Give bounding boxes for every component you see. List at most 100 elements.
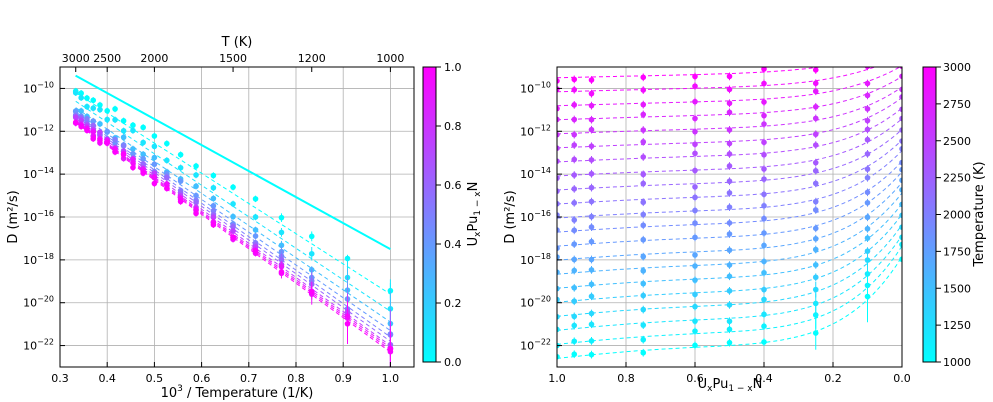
right-data-point — [726, 163, 733, 169]
right-data-layer — [557, 67, 902, 361]
right-data-point — [899, 241, 902, 248]
left-data-point — [151, 133, 158, 139]
right-data-point — [726, 86, 733, 93]
right-data-point — [812, 262, 819, 268]
right-data-point — [640, 322, 647, 328]
left-y-tick-label: 10−14 — [23, 166, 54, 181]
right-data-point — [588, 213, 595, 220]
right-temperature-curve — [557, 75, 902, 121]
left-data-point — [84, 115, 90, 122]
left-data-point — [210, 221, 217, 228]
right-data-point — [761, 166, 767, 172]
right-data-point — [899, 224, 902, 230]
left-top-axis-label: T (K) — [221, 35, 253, 50]
right-data-point — [726, 100, 733, 107]
right-data-point — [571, 186, 578, 192]
left-data-point — [210, 214, 217, 221]
left-composition-line — [75, 118, 391, 346]
right-temperature-curve — [557, 139, 902, 205]
left-data-point — [193, 172, 199, 178]
left-data-point — [130, 159, 136, 166]
right-data-point — [726, 220, 733, 226]
left-data-point — [130, 122, 136, 129]
left-x-tick-label: 0.9 — [334, 372, 352, 385]
left-colorbar-tick-label: 0.0 — [444, 356, 462, 369]
right-colorbar-tick-label: 2000 — [943, 209, 971, 222]
right-data-point — [588, 224, 595, 230]
right-data-point — [864, 117, 871, 124]
right-data-point — [812, 168, 819, 174]
right-data-point — [812, 286, 819, 293]
left-x-axis-label: 103 / Temperature (1/K) — [161, 384, 314, 401]
left-data-point — [278, 242, 285, 249]
right-data-point — [588, 198, 595, 205]
right-data-point — [812, 207, 819, 213]
right-data-point — [557, 212, 560, 218]
right-data-point — [640, 306, 647, 313]
right-data-point — [812, 80, 819, 87]
left-data-point — [97, 137, 103, 144]
right-data-point — [761, 67, 767, 72]
right-data-point — [726, 262, 733, 268]
right-data-point — [761, 139, 767, 146]
right-data-point — [726, 204, 733, 210]
left-data-point — [104, 108, 110, 114]
right-colorbar — [922, 66, 937, 363]
left-x-tick-label: 0.5 — [146, 372, 164, 385]
left-y-tick-label: 10−10 — [23, 80, 54, 95]
left-data-point — [278, 214, 285, 221]
left-data-point — [210, 208, 217, 214]
right-colorbar-label: Temperature (K) — [972, 161, 987, 267]
right-data-point — [812, 198, 819, 205]
right-temperature-curve — [557, 203, 902, 289]
right-data-point — [557, 254, 560, 260]
right-data-point — [812, 88, 819, 95]
right-data-point — [864, 293, 871, 300]
right-temperature-curve — [557, 213, 902, 303]
right-temperature-curve — [557, 171, 902, 247]
left-y-axis-label: D (m²/s) — [6, 190, 21, 243]
left-data-point — [140, 161, 146, 167]
left-data-point — [230, 224, 236, 230]
right-data-point — [588, 184, 595, 191]
right-data-point — [640, 349, 647, 356]
left-data-point — [177, 151, 184, 158]
left-data-point — [210, 184, 217, 191]
left-x-tick-label: 0.8 — [287, 372, 305, 385]
right-data-point — [864, 199, 871, 206]
left-data-point — [151, 174, 158, 180]
right-data-point — [640, 87, 647, 93]
right-data-point — [864, 225, 871, 232]
right-data-point — [812, 131, 819, 138]
left-data-point — [84, 127, 90, 134]
right-data-point — [640, 180, 647, 187]
left-data-point — [104, 116, 110, 123]
right-y-tick-label: 10−10 — [520, 80, 551, 95]
left-data-point — [164, 157, 170, 164]
left-data-point — [210, 172, 217, 179]
right-data-point — [899, 234, 902, 241]
right-data-point — [692, 73, 698, 80]
right-data-point — [864, 151, 871, 157]
right-data-point — [726, 318, 733, 325]
left-data-point — [130, 164, 136, 171]
right-data-point — [557, 116, 560, 123]
left-data-point — [278, 263, 285, 270]
left-data-point — [177, 198, 184, 205]
right-data-point — [571, 172, 578, 178]
right-data-point — [761, 258, 767, 265]
right-data-point — [571, 284, 578, 291]
left-data-point — [308, 288, 315, 295]
left-data-point — [193, 210, 199, 217]
right-data-point — [899, 146, 902, 152]
right-data-point — [640, 154, 647, 160]
left-data-point — [387, 346, 394, 352]
left-data-point — [278, 256, 285, 263]
left-top-tick-label: 1200 — [298, 52, 326, 65]
right-data-point — [692, 207, 698, 214]
left-top-tick-label: 1000 — [376, 52, 404, 65]
left-data-point — [344, 320, 351, 327]
right-data-point — [588, 267, 595, 273]
right-data-point — [899, 106, 902, 113]
right-data-point — [640, 111, 647, 118]
